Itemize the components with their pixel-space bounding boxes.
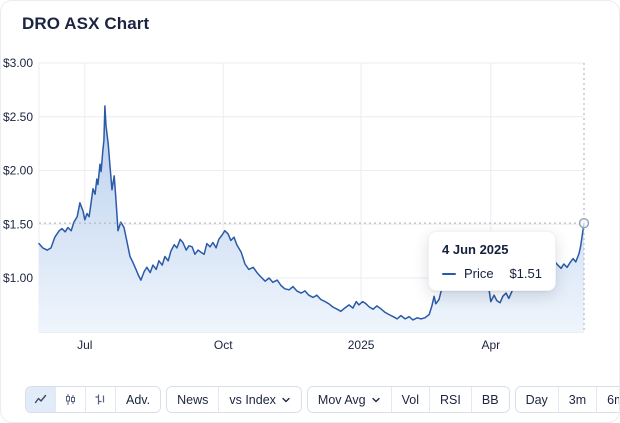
toolbar-group-2: Mov Avg Vol RSI BB	[306, 386, 510, 413]
ohlc-bars-icon	[95, 394, 105, 405]
y-axis-tick-label: $3.00	[3, 56, 33, 70]
button-label: Day	[525, 392, 548, 407]
tooltip-date: 4 Jun 2025	[442, 242, 509, 257]
tooltip-price-value: $1.51	[509, 266, 542, 281]
vs-index-button[interactable]: vs Index	[219, 387, 301, 412]
vol-button[interactable]: Vol	[391, 387, 431, 412]
x-axis-tick-label: 2025	[348, 338, 375, 352]
button-label: News	[177, 392, 209, 407]
tooltip-series-label: Price	[464, 266, 494, 281]
day-button[interactable]: Day	[515, 387, 559, 412]
x-axis-tick-label: Apr	[481, 338, 500, 352]
mov-avg-button[interactable]: Mov Avg	[307, 387, 392, 412]
y-axis-tick-label: $1.50	[3, 217, 33, 231]
ohlc-bars-button[interactable]	[86, 387, 116, 412]
candlestick-button[interactable]	[56, 387, 86, 412]
button-label: RSI	[440, 392, 461, 407]
bb-button[interactable]: BB	[471, 387, 509, 412]
toolbar-group-0: Adv.	[25, 386, 162, 413]
price-chart-svg[interactable]: $3.00 $2.50 $2.00 $1.50 $1.00 Jul Oct 2025 Apr	[1, 1, 620, 361]
news-button[interactable]: News	[167, 387, 220, 412]
chevron-down-icon	[371, 397, 380, 402]
button-label: BB	[481, 392, 499, 407]
adv--button[interactable]: Adv.	[116, 387, 161, 412]
y-axis-tick-label: $1.00	[3, 271, 33, 285]
button-label: Vol	[401, 392, 420, 407]
button-label: Mov Avg	[317, 392, 366, 407]
button-label: 3m	[568, 392, 587, 407]
line-chart-button[interactable]	[26, 387, 56, 412]
button-label: vs Index	[229, 392, 276, 407]
price-line	[38, 105, 585, 321]
chevron-down-icon	[282, 397, 290, 402]
candlestick-icon	[66, 394, 75, 405]
line-chart-icon	[34, 394, 47, 404]
6m-button[interactable]: 6m	[597, 387, 619, 412]
toolbar-group-1: News vs Index	[166, 386, 302, 413]
y-axis-tick-label: $2.00	[3, 164, 33, 178]
button-label: Adv.	[126, 392, 151, 407]
last-point-marker	[578, 217, 590, 229]
button-label: 6m	[607, 392, 619, 407]
price-series-swatch-icon	[442, 272, 456, 275]
x-axis-tick-label: Oct	[214, 338, 233, 352]
chart-tooltip: 4 Jun 2025 Price $1.51	[428, 231, 556, 291]
rsi-button[interactable]: RSI	[430, 387, 472, 412]
toolbar-group-3: Day3m6m1yr5yr20yr	[514, 386, 619, 413]
y-axis-tick-label: $2.50	[3, 110, 33, 124]
x-axis-tick-label: Jul	[77, 338, 92, 352]
3m-button[interactable]: 3m	[558, 387, 598, 412]
page-title: DRO ASX Chart	[22, 14, 150, 33]
price-chart-area[interactable]: $3.00 $2.50 $2.00 $1.50 $1.00 Jul Oct 2025 Apr	[1, 1, 620, 361]
tooltip-price-row: Price $1.51	[442, 266, 542, 281]
